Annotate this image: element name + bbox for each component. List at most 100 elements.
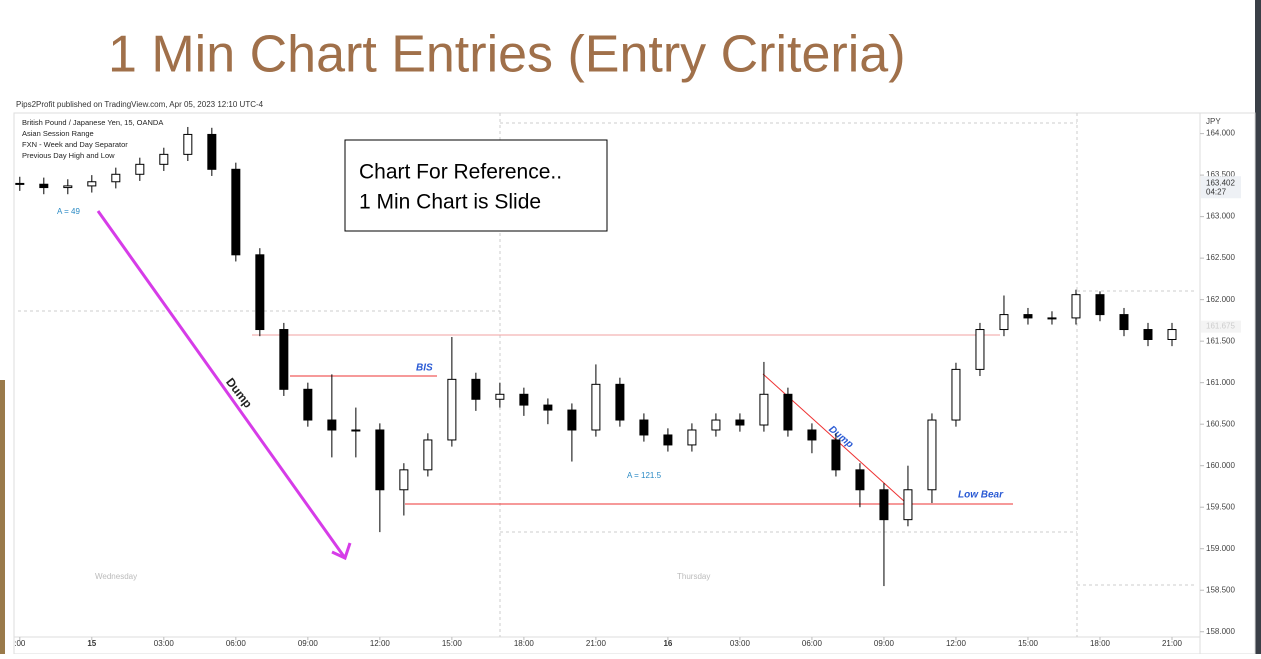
x-tick-label: 16 <box>663 639 672 648</box>
candle-body <box>159 153 169 165</box>
candle-body <box>1143 329 1153 340</box>
x-tick-label: 06:00 <box>226 639 247 648</box>
info-line: British Pound / Japanese Yen, 15, OANDA <box>22 118 163 127</box>
candle-body <box>495 393 505 400</box>
x-tick-label: 09:00 <box>874 639 895 648</box>
candle-body <box>735 419 745 426</box>
y-tick-label: 160.500 <box>1206 419 1235 428</box>
candle-body <box>231 168 241 256</box>
faint-price: 161.675 <box>1206 322 1235 331</box>
candle-body <box>351 429 361 432</box>
note-line: Chart For Reference.. <box>359 161 562 184</box>
candle-body <box>303 388 313 421</box>
annotation: Low Bear <box>958 490 1004 501</box>
x-tick-label: 15:00 <box>442 639 463 648</box>
x-tick-label: 03:00 <box>154 639 175 648</box>
candle-body <box>1071 294 1081 319</box>
candle-body <box>39 183 49 189</box>
y-tick-label: 158.000 <box>1206 627 1235 636</box>
candle-body <box>1119 314 1129 331</box>
x-tick-label: 12:00 <box>370 639 391 648</box>
candle-body <box>975 329 985 370</box>
annotation: A = 121.5 <box>627 471 662 480</box>
candle-body <box>447 378 457 441</box>
candle-body <box>903 489 913 521</box>
candle-body <box>663 434 673 446</box>
publish-note: Pips2Profit published on TradingView.com… <box>16 100 264 109</box>
annotation: A = 49 <box>57 207 80 216</box>
faint-price-box <box>1201 320 1241 333</box>
y-tick-label: 161.500 <box>1206 336 1235 345</box>
x-tick-label: 15 <box>87 639 96 648</box>
chart-frame <box>13 112 1256 655</box>
candle-body <box>1023 314 1033 319</box>
last-price-box <box>1201 176 1241 199</box>
slide-title: 1 Min Chart Entries (Entry Criteria) <box>108 26 906 84</box>
y-tick-label: 158.500 <box>1206 585 1235 594</box>
x-tick-label: 18:00 <box>1090 639 1111 648</box>
candle-body <box>111 173 121 183</box>
y-tick-label: 162.500 <box>1206 253 1235 262</box>
candle-body <box>879 489 889 521</box>
candle-body <box>399 469 409 491</box>
candle-body <box>951 368 961 421</box>
last-price: 163.402 <box>1206 178 1235 187</box>
candle-body <box>15 182 25 185</box>
currency: JPY <box>1206 117 1221 126</box>
x-tick-label: 21:00 <box>586 639 607 648</box>
candle-body <box>927 419 937 491</box>
candle-body <box>1167 329 1177 340</box>
y-tick-label: 160.000 <box>1206 461 1235 470</box>
y-tick-label: 159.000 <box>1206 544 1235 553</box>
candle-body <box>639 419 649 436</box>
x-tick-label: 09:00 <box>298 639 319 648</box>
y-tick-label: 161.000 <box>1206 378 1235 387</box>
candle-body <box>591 383 601 431</box>
y-tick-label: 164.000 <box>1206 129 1235 138</box>
candle-body <box>135 163 145 175</box>
candle-body <box>759 393 769 426</box>
candle-body <box>207 133 217 170</box>
x-tick-label: 12:00 <box>946 639 967 648</box>
x-tick-label: 15:00 <box>1018 639 1039 648</box>
x-tick-label: 03:00 <box>730 639 751 648</box>
candle-body <box>183 133 193 155</box>
candle-body <box>519 393 529 406</box>
countdown: 04:27 <box>1206 187 1227 196</box>
info-line: Asian Session Range <box>22 129 94 138</box>
candle-body <box>543 404 553 411</box>
candle-body <box>807 429 817 441</box>
note-box <box>344 139 608 232</box>
candle-body <box>711 419 721 431</box>
dump-arrow <box>96 210 352 561</box>
x-tick-label: 18:00 <box>514 639 535 648</box>
x-tick-label: 06:00 <box>802 639 823 648</box>
annotation: BIS <box>416 363 433 374</box>
note-line: 1 Min Chart is Slide <box>359 191 541 214</box>
x-tick-label: 21:00 <box>1162 639 1183 648</box>
slide-edge <box>1255 0 1261 654</box>
candle-body <box>1095 294 1105 316</box>
candle-body <box>687 429 697 446</box>
candle-body <box>999 314 1009 331</box>
candle-body <box>87 181 97 187</box>
candle-body <box>423 439 433 471</box>
y-tick-label: 163.000 <box>1206 212 1235 221</box>
x-tick-label: :00 <box>14 639 26 648</box>
candle-body <box>375 429 385 491</box>
candle-body <box>255 254 265 331</box>
candle-body <box>783 393 793 431</box>
candle-body <box>63 185 73 189</box>
y-tick-label: 162.000 <box>1206 295 1235 304</box>
candle-body <box>279 329 289 390</box>
day-label: Thursday <box>677 572 710 581</box>
candle-body <box>855 469 865 491</box>
candle-body <box>471 378 481 400</box>
slide-edge <box>0 380 5 654</box>
candle-body <box>567 409 577 431</box>
candle-body <box>831 439 841 471</box>
day-label: Wednesday <box>95 572 137 581</box>
info-line: Previous Day High and Low <box>22 151 115 160</box>
candle-body <box>1047 317 1057 320</box>
